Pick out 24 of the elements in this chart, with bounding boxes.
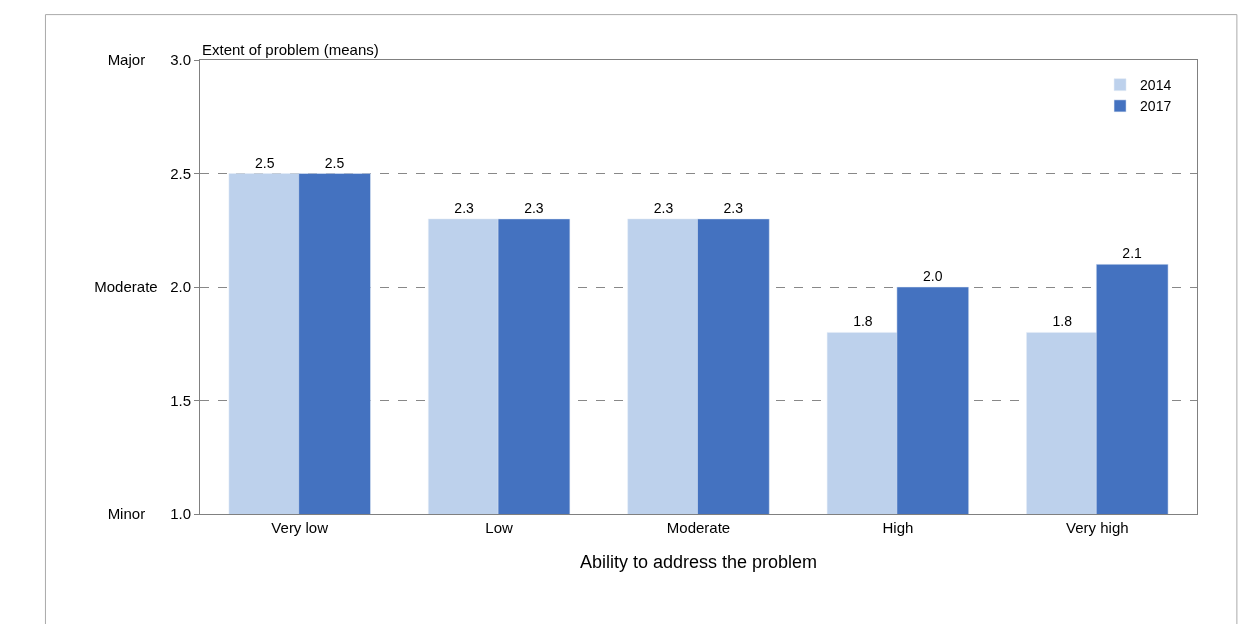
- data-label: 2.3: [454, 199, 475, 216]
- y-axis-title: Extent of problem (means): [202, 41, 379, 58]
- data-label: 2.5: [254, 154, 275, 171]
- data-label: 1.8: [853, 313, 873, 330]
- legend-label: 2017: [1140, 98, 1172, 115]
- data-label: 2.1: [1122, 245, 1143, 262]
- x-tick-label: Very high: [1066, 519, 1129, 536]
- data-label: 2.3: [524, 199, 544, 216]
- y-tick-label: Minor 1.0: [107, 505, 191, 523]
- data-label: 2.3: [723, 199, 744, 216]
- data-label: 2.3: [653, 199, 674, 216]
- x-tick-label: Low: [485, 519, 514, 536]
- y-tick-label: 1.5: [170, 391, 191, 409]
- data-label: 2.0: [922, 268, 943, 284]
- y-tick-label: 2.5: [170, 164, 191, 182]
- x-tick-label: Moderate: [666, 519, 731, 536]
- data-label: 2.5: [324, 154, 345, 171]
- x-tick-label: Very low: [271, 519, 329, 536]
- x-axis-title: Ability to address the problem: [579, 552, 818, 573]
- data-label: 1.8: [1052, 313, 1073, 330]
- legend-label: 2014: [1140, 77, 1172, 94]
- y-tick-label: Moderate 2.0: [94, 278, 191, 296]
- x-tick-label: High: [882, 519, 914, 536]
- y-tick-label: Major 3.0: [107, 51, 191, 69]
